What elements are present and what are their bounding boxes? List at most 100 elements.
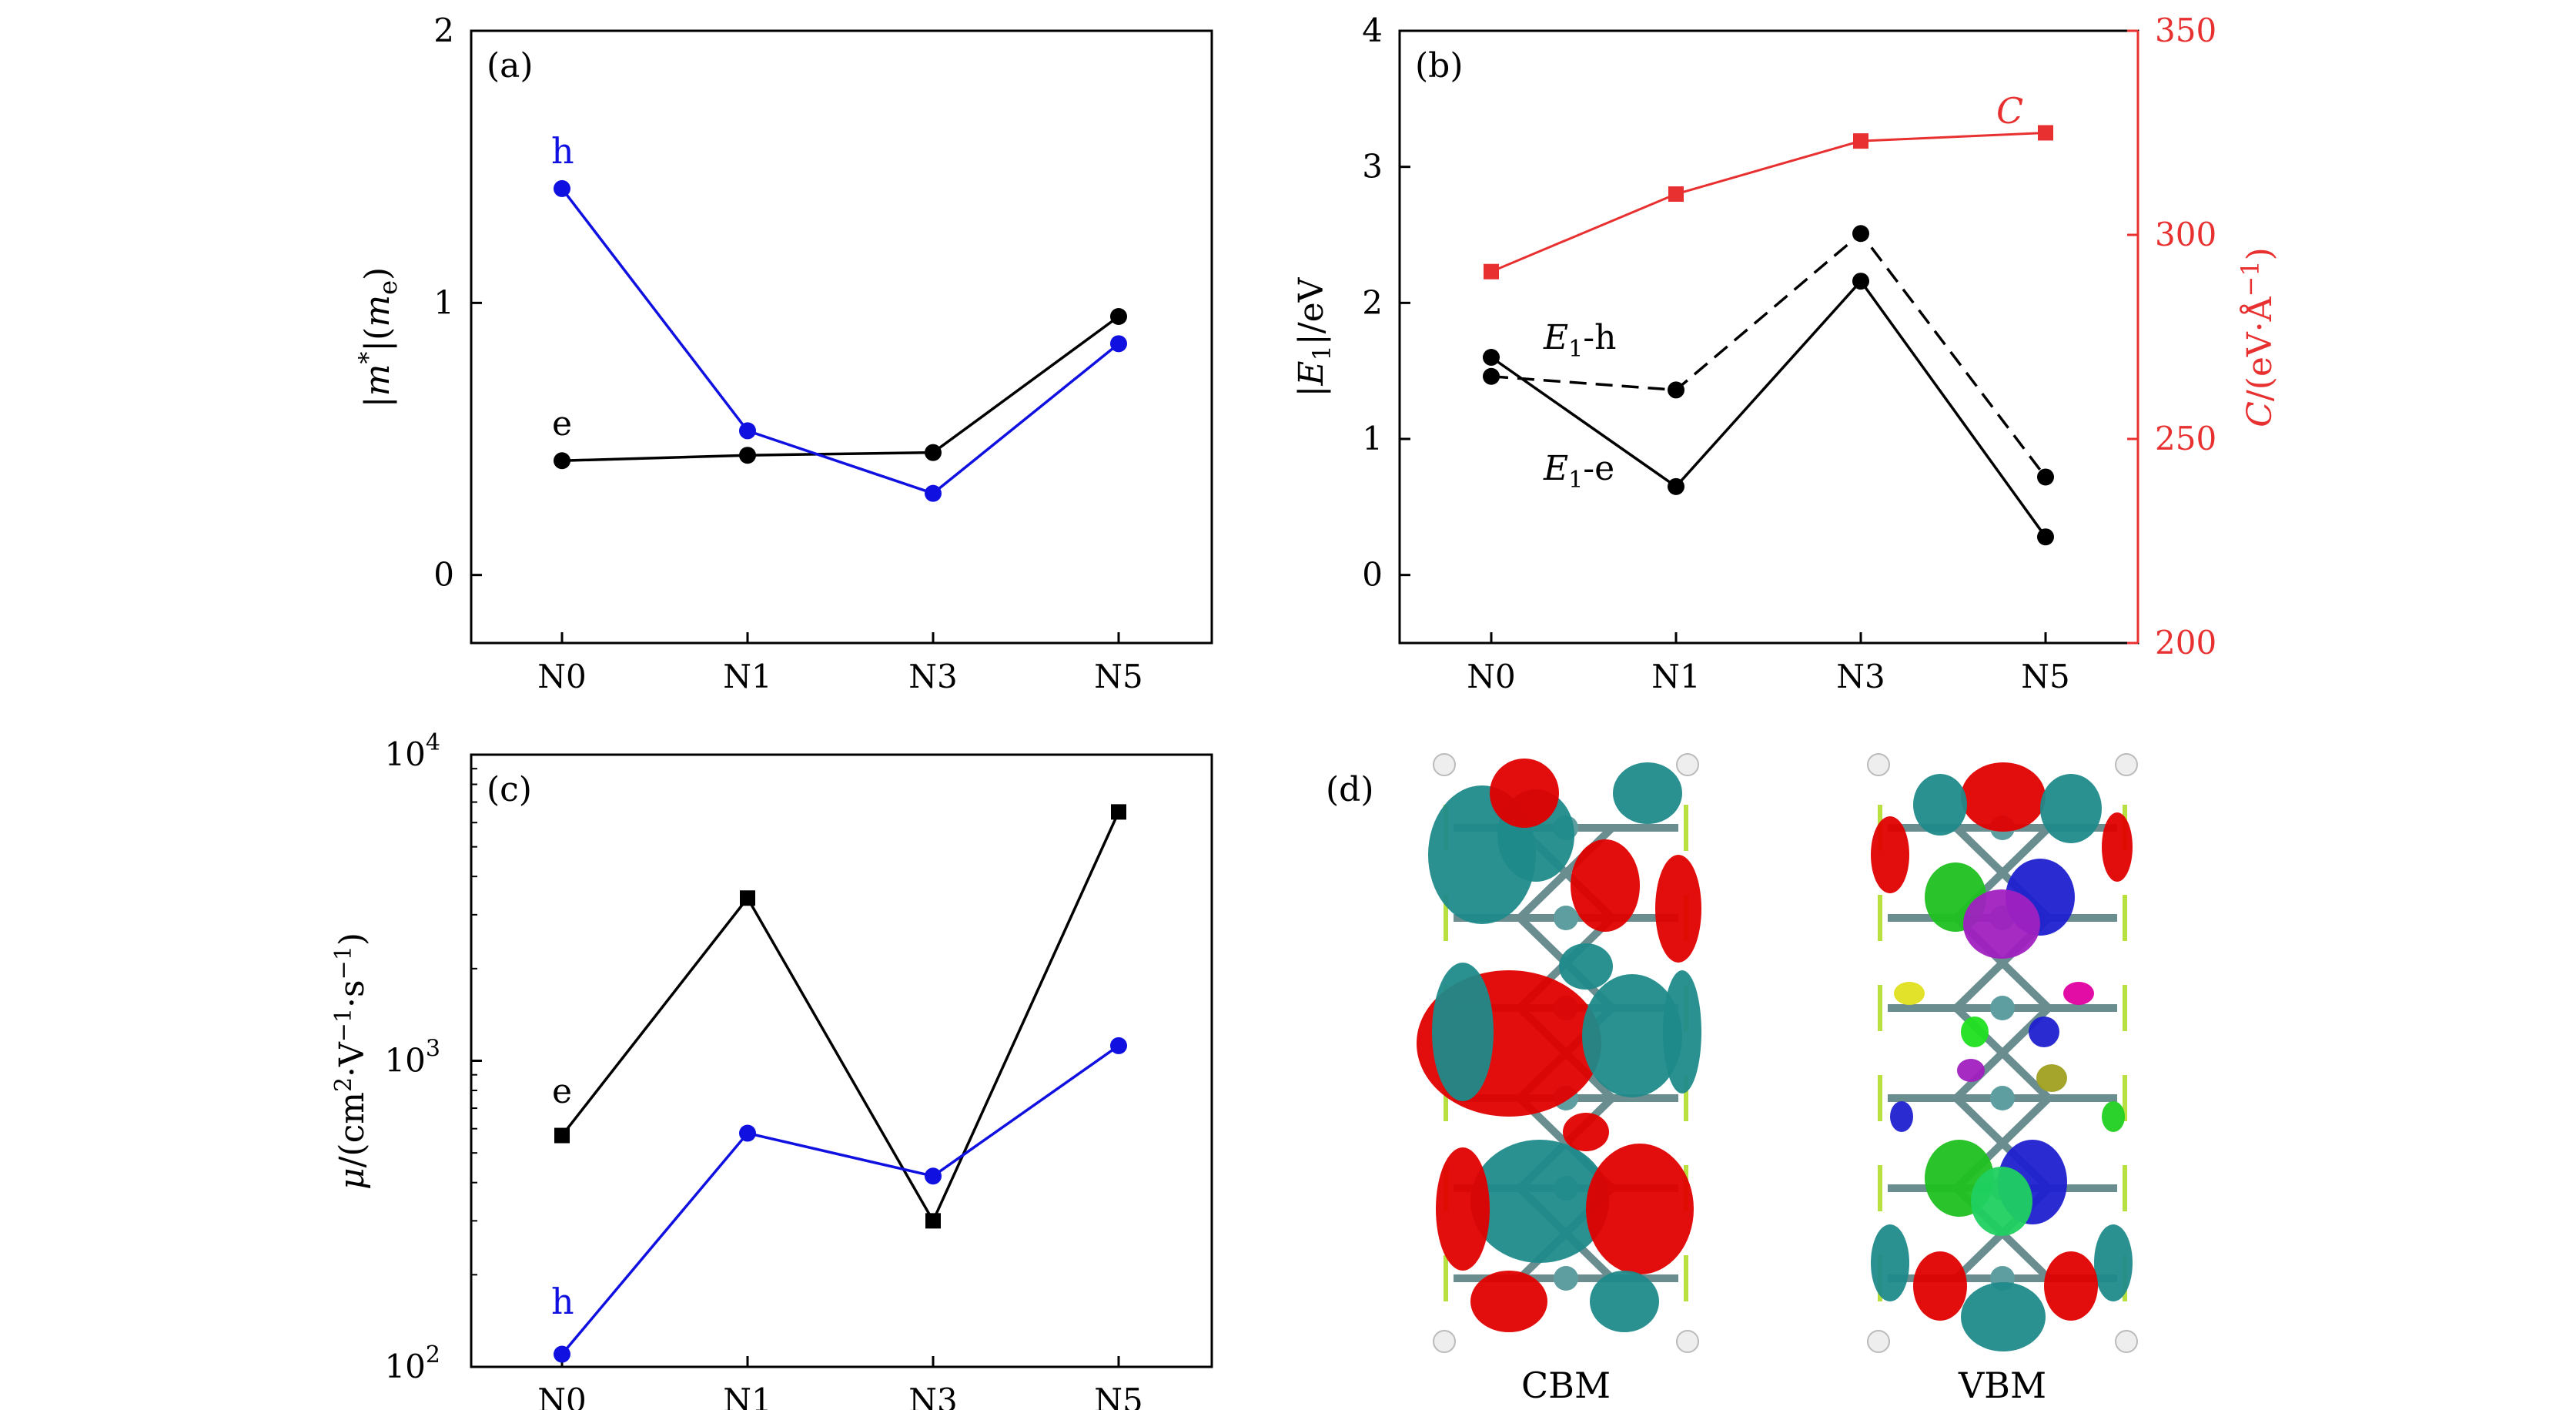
cbm-isosurface-lobe: [1613, 762, 1682, 824]
panel-a-ylabel-part: m: [358, 364, 397, 397]
panel-b-x-tick-label: N5: [2021, 658, 2069, 695]
panel-c-series-e-point: [554, 1127, 570, 1144]
hydrogen-atom: [1676, 1330, 1699, 1353]
panel-c-x-tick-label: N0: [537, 1382, 586, 1410]
vbm-isosurface-lobe: [2040, 774, 2102, 843]
panel-c-x-tick-label: N5: [1094, 1382, 1142, 1410]
vbm-isosurface-lobe: [1894, 982, 1925, 1005]
vbm-isosurface-lobe: [2102, 812, 2133, 882]
panel-b-series-E1-h-label-part: E: [1543, 318, 1568, 357]
panel-b-y-tick-label: 0: [1362, 556, 1383, 594]
panel-a-ylabel-part: *: [353, 352, 383, 364]
panel-a-series-e-line: [561, 315, 1120, 463]
panel-b-ylabel-part: |: [1292, 386, 1331, 397]
vbm-isosurface-lobe: [2094, 1224, 2133, 1301]
panel-b-series-C-point: [1484, 263, 1499, 280]
panel-b-series-C-line: [1490, 132, 2046, 273]
panel-c-series-h-point: [925, 1167, 942, 1185]
panel-b-plot-frame: [1398, 29, 2139, 645]
panel-b-series-E1-e-label: E1-e: [1543, 449, 1614, 494]
cbm-isosurface-lobe: [1655, 855, 1701, 963]
panel-c-y-tick-base: 10: [384, 735, 425, 773]
panel-b-ylabel-left: |E1|/eV: [1292, 276, 1337, 397]
panel-a-series-h-label: h: [551, 130, 574, 172]
panel-b-ylabel-part: C: [2240, 401, 2280, 427]
panel-b-y-tick-label: 4: [1362, 12, 1383, 49]
panel-b-series-C-point: [2038, 125, 2053, 141]
cbm-isosurface-lobe: [1663, 970, 1701, 1094]
vbm-isosurface-lobe: [2044, 1251, 2098, 1321]
panel-b-ylabel-part: /(eV·Å: [2239, 296, 2280, 401]
panel-b-series-E1-h-point: [1483, 367, 1500, 385]
panel-b-y-tick-label: 2: [1362, 283, 1383, 321]
panel-b-y-tick-label: 1: [1362, 420, 1383, 457]
panel-b-series-E1-e-point: [2037, 528, 2054, 546]
cbm-isosurface-lobe: [1559, 943, 1613, 990]
cbm-label: CBM: [1521, 1365, 1611, 1406]
panel-a-series-e-point: [925, 444, 942, 461]
panel-b-series-E1-e-label-part: 1: [1568, 467, 1583, 494]
panel-c-ylabel-part: μ: [333, 1167, 372, 1190]
panel-b-label: (b): [1415, 46, 1464, 85]
panel-c-ylabel-part: −1: [330, 946, 357, 980]
hydrogen-atom: [2115, 753, 2138, 776]
panel-a-ylabel: |m*|(me): [353, 267, 403, 407]
cbm-isosurface-lobe: [1490, 759, 1559, 828]
hydrogen-atom: [1676, 753, 1699, 776]
panel-b-y-tick-label: 3: [1362, 148, 1383, 186]
cbm-isosurface-lobe: [1432, 963, 1494, 1101]
panel-b-series-E1-h-point: [2037, 468, 2054, 486]
panel-b-series-C-label: C: [1996, 90, 2023, 132]
panel-a-series-h-point: [554, 179, 570, 197]
panel-b-series-E1-e-label-part: E: [1543, 449, 1568, 488]
panel-a-series-e-label: e: [552, 404, 572, 444]
panel-c-y-tick-base: 10: [384, 1042, 425, 1080]
panel-c-ylabel: μ/(cm2·V−1·s−1): [330, 933, 372, 1190]
panel-b-ylabel-part: 1: [1307, 345, 1337, 360]
panel-c-y-tick-label: 103: [384, 1036, 440, 1080]
panel-b-x-tick-label: N0: [1467, 658, 1515, 695]
panel-c-series-e-point: [925, 1213, 941, 1229]
panel-a-y-tick-label: 1: [433, 283, 454, 321]
panel-c-ylabel-part: ): [333, 933, 372, 946]
panel-b-series-C-point: [1668, 186, 1684, 202]
vbm-isosurface-lobe: [1963, 889, 2040, 959]
panel-a-series-e-point: [554, 452, 570, 470]
panel-a-x-tick-label: N3: [908, 658, 957, 695]
panel-d: (d) CBM VBM: [1326, 753, 2138, 1406]
cbm-isosurface-lobe: [1563, 1113, 1609, 1151]
panel-b-right-tick-label: 350: [2155, 12, 2216, 49]
atom: [1554, 906, 1578, 930]
vbm-isosurface-lobe: [1890, 1101, 1913, 1132]
panel-c-series-h-label: h: [551, 1281, 574, 1322]
panel-b-series-E1-h-label-part: 1: [1568, 336, 1583, 363]
panel-b-right-tick-label: 250: [2155, 420, 2216, 457]
vbm-isosurface-lobe: [1961, 762, 2046, 832]
panel-a-ylabel-part: ): [358, 267, 397, 280]
vbm-isosurface-lobe: [1957, 1059, 1985, 1082]
panel-b-ylabel-part: ): [2240, 247, 2280, 260]
cbm-isosurface-image: CBM: [1417, 753, 1701, 1406]
cbm-isosurface-lobe: [1582, 974, 1682, 1097]
hydrogen-atom: [1433, 1330, 1456, 1353]
hydrogen-atom: [1433, 753, 1456, 776]
panel-b-series-E1-e-line: [1490, 279, 2047, 538]
panel-c-x-tick-label: N3: [908, 1382, 957, 1410]
panel-a-series-h-point: [739, 422, 756, 440]
panel-a-series-e-point: [739, 447, 756, 464]
panel-c-series-e-label: e: [552, 1072, 572, 1111]
vbm-isosurface-lobe: [2063, 982, 2094, 1005]
vbm-isosurface-lobe: [1961, 1282, 2046, 1351]
hydrogen-atom: [2115, 1330, 2138, 1353]
vbm-isosurface-image: VBM: [1867, 753, 2138, 1406]
vbm-label: VBM: [1958, 1365, 2046, 1406]
panel-d-label: (d): [1326, 770, 1374, 809]
panel-a-x-tick-label: N0: [537, 658, 586, 695]
vbm-isosurface-lobe: [1871, 1224, 1909, 1301]
cbm-isosurface-lobe: [1470, 1271, 1547, 1332]
panel-b-series-E1-e-label-part: -e: [1583, 449, 1614, 488]
panel-b-ylabel-right: C/(eV·Å−1): [2236, 247, 2280, 427]
vbm-isosurface-lobe: [2029, 1016, 2059, 1047]
panel-c-y-tick-exp: 3: [426, 1036, 440, 1063]
